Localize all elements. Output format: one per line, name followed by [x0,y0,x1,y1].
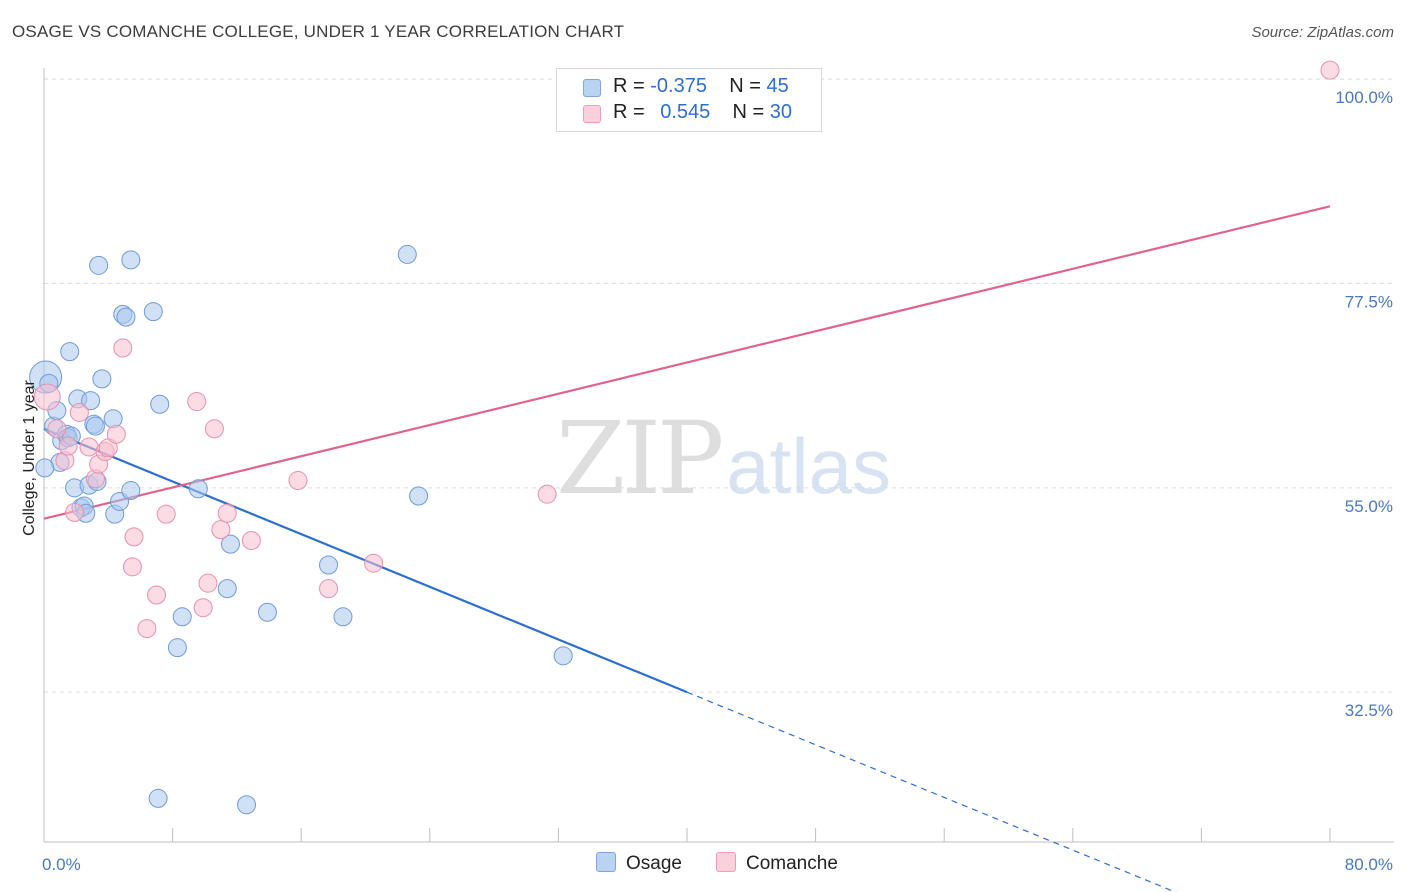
point-osage [319,555,339,575]
data-points [29,60,1340,815]
y-axis-label: College, Under 1 year [21,380,38,536]
point-comanche [364,553,384,573]
point-osage [150,394,170,414]
point-osage [237,795,257,815]
point-comanche [211,520,231,540]
bottom-legend-osage: Osage [596,852,682,875]
trend-extension-osage [686,691,1177,892]
point-comanche [122,557,142,577]
legend-n-value: 30 [769,101,793,123]
point-osage [217,579,237,599]
point-comanche [319,579,339,599]
point-comanche [537,484,557,504]
point-comanche [113,338,133,358]
point-osage [148,788,168,808]
legend-r-label: R = [613,75,645,97]
bottom-legend-label-osage: Osage [626,853,682,874]
point-comanche [106,424,126,444]
point-comanche [198,573,218,593]
point-osage [397,244,417,264]
gridlines [44,78,1394,693]
point-osage [60,342,80,362]
correlation-legend: R = -0.375 N = 45 R = 0.545 N = 30 [556,68,822,132]
point-comanche [47,419,67,439]
watermark-zip: ZIP [556,400,724,517]
source-label: Source: ZipAtlas.com [1251,24,1394,41]
y-tick-label: 77.5% [1345,292,1393,311]
point-comanche [193,598,213,618]
point-osage [167,638,187,658]
point-osage [89,255,109,275]
point-comanche [58,436,78,456]
legend-swatch-comanche [583,105,601,123]
point-comanche [69,402,89,422]
point-comanche [124,527,144,547]
point-osage [220,534,240,554]
y-tick-label: 32.5% [1345,701,1393,720]
tick-labels: 100.0% 77.5% 55.0% 32.5% 0.0% 80.0% College, U… [21,88,1393,874]
point-comanche [79,437,99,457]
bottom-legend-comanche: Comanche [716,852,838,875]
point-comanche [137,619,157,639]
point-osage [172,607,192,627]
point-comanche [217,503,237,523]
point-comanche [156,504,176,524]
point-osage [188,479,208,499]
point-osage [257,602,277,622]
legend-n-label: N = [732,101,765,123]
x-tick-label: 80.0% [1345,855,1393,874]
point-osage [121,481,141,501]
legend-n-value: 45 [766,75,789,97]
legend-n-label: N = [729,75,761,97]
chart-title: OSAGE VS COMANCHE COLLEGE, UNDER 1 YEAR … [12,22,625,41]
point-osage [103,409,123,429]
watermark-atlas: atlas [726,422,892,510]
point-osage [333,607,353,627]
point-osage [409,486,429,506]
point-osage [143,302,163,322]
point-comanche [65,502,85,522]
point-comanche [187,392,207,412]
legend-r-label: R = [613,101,645,123]
point-osage [92,369,112,389]
point-osage [81,391,101,411]
bottom-legend-swatch-comanche [716,852,736,872]
legend-r-value: 0.545 [660,101,711,123]
watermark: ZIPatlas [556,400,891,517]
point-comanche [241,530,261,550]
axes [43,68,1394,843]
point-comanche [33,383,61,411]
point-osage [35,458,55,478]
bottom-legend-label-comanche: Comanche [746,853,838,874]
point-comanche [1320,60,1340,80]
trend-line-comanche [43,205,1331,520]
point-comanche [204,419,224,439]
bottom-legend-swatch-osage [596,852,616,872]
x-tick-label: 0.0% [42,855,81,874]
y-tick-label: 100.0% [1335,88,1393,107]
point-comanche [147,585,167,605]
legend-swatch-osage [583,79,601,97]
point-osage [121,250,141,270]
legend-r-value: -0.375 [650,75,707,97]
point-osage [85,416,105,436]
point-osage [116,307,136,327]
point-osage [553,646,573,666]
point-comanche [288,471,308,491]
y-tick-label: 55.0% [1345,497,1393,516]
